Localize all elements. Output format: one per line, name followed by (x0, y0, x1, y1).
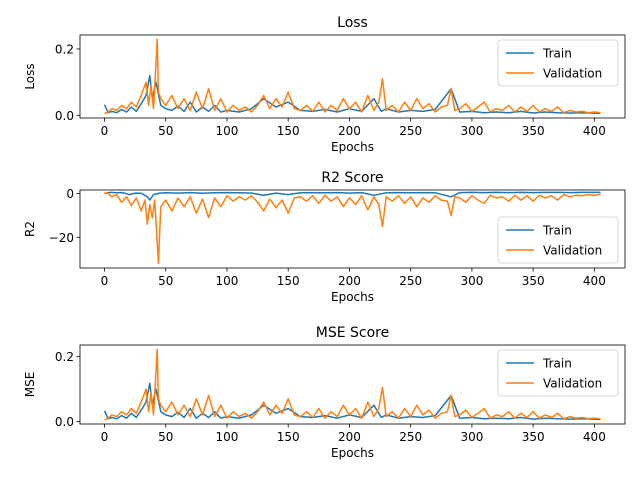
x-tick-label: 200 (338, 430, 361, 444)
plot-frame (79, 189, 626, 269)
y-tick-label: 0 (66, 187, 74, 201)
x-tick-label: 150 (277, 430, 300, 444)
legend-box (497, 216, 619, 264)
x-tick-label: 200 (338, 274, 361, 288)
y-tick-label: −20 (49, 231, 74, 245)
x-tick-label: 50 (158, 124, 173, 138)
x-axis-label: Epochs (331, 140, 374, 154)
y-axis-label: R2 (23, 221, 37, 237)
x-tick-label: 250 (399, 430, 422, 444)
legend-label-validation: Validation (543, 244, 602, 258)
x-tick-label: 50 (158, 430, 173, 444)
y-tick-label: 0.0 (55, 415, 74, 429)
x-tick-label: 400 (583, 124, 606, 138)
x-tick-label: 300 (460, 274, 483, 288)
series-line-validation (104, 38, 601, 115)
y-tick-label: 0.2 (55, 42, 74, 56)
plot-frame (79, 344, 626, 425)
x-tick-label: 100 (216, 124, 239, 138)
legend-label-train: Train (542, 224, 572, 238)
x-tick-label: 250 (399, 274, 422, 288)
x-tick-label: 100 (216, 430, 239, 444)
x-tick-label: 150 (277, 274, 300, 288)
plot-frame (79, 34, 626, 119)
legend: Train Validation (497, 216, 619, 264)
chart-title: R2 Score (321, 170, 383, 186)
x-axis-label: Epochs (331, 446, 374, 460)
x-tick-label: 0 (101, 430, 109, 444)
chart-title: Loss (337, 15, 368, 31)
x-tick-label: 50 (158, 274, 173, 288)
x-tick-label: 300 (460, 430, 483, 444)
chart-title: MSE Score (316, 325, 389, 341)
legend-label-train: Train (542, 47, 572, 61)
x-tick-label: 350 (522, 430, 545, 444)
legend-box (497, 349, 619, 397)
series-line-train (104, 191, 601, 201)
x-axis-label: Epochs (331, 290, 374, 304)
chart-panel-1: Loss 0 50 100 150 200 250 300 350 400 0.0 0.2 Epochs… (23, 15, 626, 154)
x-tick-label: 200 (338, 124, 361, 138)
chart-panel-2: R2 Score 0 50 100 150 200 250 300 350 400 0 −20 Epoc… (23, 170, 626, 304)
legend: Train Validation (497, 349, 619, 397)
x-tick-label: 350 (522, 124, 545, 138)
y-tick-label: 0.2 (55, 350, 74, 364)
x-tick-label: 0 (101, 124, 109, 138)
x-tick-label: 150 (277, 124, 300, 138)
y-tick-label: 0.0 (55, 109, 74, 123)
y-axis-label: MSE (23, 372, 37, 398)
x-tick-label: 350 (522, 274, 545, 288)
y-axis-label: Loss (23, 63, 37, 89)
legend-label-validation: Validation (543, 377, 602, 391)
legend-label-train: Train (542, 357, 572, 371)
series-line-validation (104, 192, 601, 265)
x-tick-label: 250 (399, 124, 422, 138)
chart-panel-3: MSE Score 0 50 100 150 200 250 300 350 400 0.0 0.2 E… (23, 325, 626, 460)
series-line-validation (104, 348, 601, 421)
x-tick-label: 400 (583, 274, 606, 288)
legend-label-validation: Validation (543, 67, 602, 81)
x-tick-label: 300 (460, 124, 483, 138)
x-tick-label: 400 (583, 430, 606, 444)
x-tick-label: 0 (101, 274, 109, 288)
legend: Train Validation (497, 39, 619, 87)
x-tick-label: 100 (216, 274, 239, 288)
legend-box (497, 39, 619, 87)
